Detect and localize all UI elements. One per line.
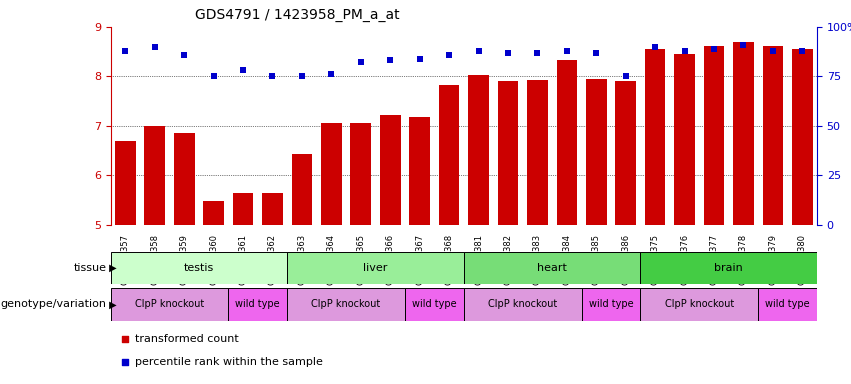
Bar — [405, 288, 464, 321]
Point — [324, 71, 338, 78]
Point — [471, 48, 485, 54]
Bar — [287, 252, 464, 284]
Point — [443, 51, 456, 58]
Text: wild type: wild type — [765, 299, 810, 310]
Bar — [762, 46, 783, 225]
Bar — [409, 118, 430, 225]
Bar — [527, 80, 548, 225]
Bar — [464, 252, 640, 284]
Bar — [111, 288, 228, 321]
Bar — [145, 126, 165, 225]
Bar — [111, 252, 287, 284]
Bar — [498, 81, 518, 225]
Bar — [464, 288, 581, 321]
Bar — [380, 115, 401, 225]
Bar — [321, 123, 341, 225]
Point — [354, 60, 368, 66]
Point — [677, 48, 691, 54]
Bar — [262, 192, 283, 225]
Point — [384, 58, 397, 64]
Point — [295, 73, 309, 79]
Bar — [581, 288, 640, 321]
Text: wild type: wild type — [589, 299, 633, 310]
Text: tissue: tissue — [73, 263, 106, 273]
Bar — [174, 133, 195, 225]
Bar — [439, 85, 460, 225]
Bar — [758, 288, 817, 321]
Point — [585, 8, 599, 14]
Point — [737, 41, 751, 48]
Bar — [233, 192, 254, 225]
Bar — [640, 252, 817, 284]
Text: ▶: ▶ — [106, 299, 117, 310]
Bar — [115, 141, 135, 225]
Bar — [640, 288, 758, 321]
Bar — [704, 46, 724, 225]
Text: ClpP knockout: ClpP knockout — [488, 299, 557, 310]
Point — [501, 50, 515, 56]
Text: liver: liver — [363, 263, 388, 273]
Text: wild type: wild type — [236, 299, 280, 310]
Bar — [287, 288, 405, 321]
Point — [796, 48, 809, 54]
Text: genotype/variation: genotype/variation — [0, 299, 106, 310]
Text: brain: brain — [714, 263, 743, 273]
Bar — [468, 75, 488, 225]
Point — [177, 51, 191, 58]
Point — [148, 44, 162, 50]
Text: heart: heart — [537, 263, 567, 273]
Bar — [557, 61, 577, 225]
Point — [118, 48, 132, 54]
Text: ▶: ▶ — [106, 263, 117, 273]
Text: percentile rank within the sample: percentile rank within the sample — [135, 358, 323, 367]
Point — [648, 44, 662, 50]
Bar — [615, 81, 636, 225]
Bar — [351, 123, 371, 225]
Point — [560, 48, 574, 54]
Text: ClpP knockout: ClpP knockout — [134, 299, 204, 310]
Text: transformed count: transformed count — [135, 334, 239, 344]
Bar — [203, 201, 224, 225]
Point — [237, 67, 250, 73]
Point — [766, 48, 780, 54]
Point — [413, 55, 426, 61]
Bar — [228, 288, 287, 321]
Bar — [674, 54, 694, 225]
Point — [530, 50, 544, 56]
Text: ClpP knockout: ClpP knockout — [311, 299, 380, 310]
Text: GDS4791 / 1423958_PM_a_at: GDS4791 / 1423958_PM_a_at — [196, 8, 400, 22]
Bar — [586, 79, 607, 225]
Bar — [292, 154, 312, 225]
Text: wild type: wild type — [412, 299, 457, 310]
Point — [207, 73, 220, 79]
Bar — [733, 42, 754, 225]
Point — [707, 46, 721, 52]
Bar — [645, 49, 665, 225]
Point — [619, 73, 632, 79]
Point — [590, 50, 603, 56]
Text: testis: testis — [184, 263, 214, 273]
Point — [585, 221, 599, 227]
Point — [266, 73, 279, 79]
Text: ClpP knockout: ClpP knockout — [665, 299, 734, 310]
Bar — [792, 49, 813, 225]
